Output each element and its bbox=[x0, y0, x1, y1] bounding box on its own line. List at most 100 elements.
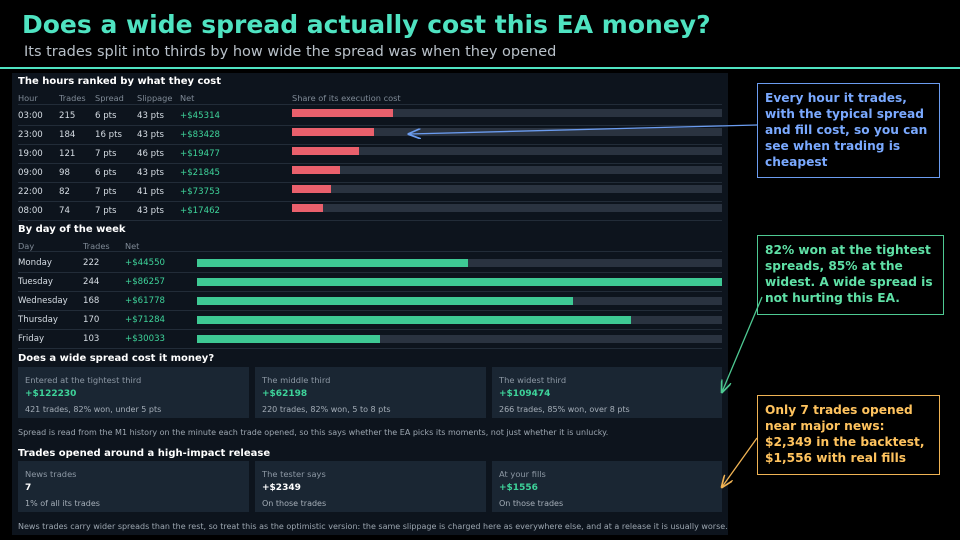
card-value: +$62198 bbox=[262, 389, 308, 399]
row-divider bbox=[18, 201, 722, 202]
net-bar bbox=[197, 335, 380, 343]
trades-cell: 184 bbox=[59, 130, 76, 140]
card-label: The tester says bbox=[262, 469, 326, 479]
days-col-day: Day bbox=[18, 241, 35, 251]
row-divider bbox=[18, 348, 722, 349]
hours-col-spread: Spread bbox=[95, 93, 124, 103]
row-divider bbox=[18, 163, 722, 164]
net-bar bbox=[197, 316, 631, 324]
day-cell: Wednesday bbox=[18, 296, 68, 306]
net-cell: +$17462 bbox=[180, 206, 221, 216]
spread-cell: 7 pts bbox=[95, 149, 117, 159]
net-bar bbox=[197, 297, 573, 305]
day-cell: Friday bbox=[18, 334, 45, 344]
trades-cell: 103 bbox=[83, 334, 100, 344]
net-cell: +$73753 bbox=[180, 187, 221, 197]
row-divider bbox=[18, 272, 722, 273]
title-divider bbox=[0, 67, 960, 69]
day-cell: Thursday bbox=[18, 315, 58, 325]
hour-row: 03:00 215 6 pts 43 pts +$45314 bbox=[12, 107, 728, 126]
card-subtext: 220 trades, 82% won, 5 to 8 pts bbox=[262, 405, 391, 414]
slippage-cell: 43 pts bbox=[137, 111, 164, 121]
row-divider bbox=[18, 220, 722, 221]
hour-cell: 03:00 bbox=[18, 111, 43, 121]
spread-cell: 7 pts bbox=[95, 187, 117, 197]
card-subtext: 1% of all its trades bbox=[25, 499, 100, 508]
card-value: +$122230 bbox=[25, 389, 77, 399]
page-subtitle: Its trades split into thirds by how wide… bbox=[24, 44, 557, 60]
news-section-title: Trades opened around a high-impact relea… bbox=[18, 448, 271, 459]
row-divider bbox=[18, 125, 722, 126]
card-value: +$109474 bbox=[499, 389, 551, 399]
spread-cell: 16 pts bbox=[95, 130, 122, 140]
spread-card-tightest: Entered at the tightest third +$122230 4… bbox=[18, 367, 249, 418]
net-cell: +$19477 bbox=[180, 149, 221, 159]
spread-card-widest: The widest third +$109474 266 trades, 85… bbox=[492, 367, 722, 418]
card-value: +$1556 bbox=[499, 483, 538, 493]
net-cell: +$61778 bbox=[125, 296, 166, 306]
news-card-count: News trades 7 1% of all its trades bbox=[18, 461, 249, 512]
card-value: 7 bbox=[25, 483, 32, 493]
cost-share-track bbox=[292, 204, 722, 212]
net-track bbox=[197, 316, 722, 324]
net-bar bbox=[197, 259, 469, 267]
page-title: Does a wide spread actually cost this EA… bbox=[22, 10, 711, 39]
callout-hours: Every hour it trades, with the typical s… bbox=[757, 83, 940, 178]
hour-cell: 09:00 bbox=[18, 168, 43, 178]
news-card-tester: The tester says +$2349 On those trades bbox=[255, 461, 486, 512]
net-track bbox=[197, 335, 722, 343]
row-divider bbox=[18, 291, 722, 292]
day-row: Tuesday 244 +$86257 bbox=[12, 273, 728, 292]
card-subtext: On those trades bbox=[499, 499, 564, 508]
hours-col-net: Net bbox=[180, 93, 195, 103]
card-subtext: 421 trades, 82% won, under 5 pts bbox=[25, 405, 162, 414]
net-track bbox=[197, 259, 722, 267]
slippage-cell: 43 pts bbox=[137, 206, 164, 216]
day-row: Friday 103 +$30033 bbox=[12, 330, 728, 349]
cost-share-bar bbox=[292, 109, 393, 117]
spread-section-title: Does a wide spread cost it money? bbox=[18, 353, 215, 364]
days-section-title: By day of the week bbox=[18, 224, 126, 235]
net-cell: +$86257 bbox=[125, 277, 166, 287]
card-subtext: 266 trades, 85% won, over 8 pts bbox=[499, 405, 630, 414]
hour-row: 22:00 82 7 pts 41 pts +$73753 bbox=[12, 183, 728, 202]
card-label: News trades bbox=[25, 469, 77, 479]
callout-spread: 82% won at the tightest spreads, 85% at … bbox=[757, 235, 944, 315]
hour-row: 09:00 98 6 pts 43 pts +$21845 bbox=[12, 164, 728, 183]
card-label: The widest third bbox=[499, 375, 567, 385]
spread-cell: 6 pts bbox=[95, 111, 117, 121]
report-panel: The hours ranked by what they cost Hour … bbox=[12, 73, 728, 535]
trades-cell: 74 bbox=[59, 206, 70, 216]
spread-note: Spread is read from the M1 history on th… bbox=[18, 428, 609, 437]
net-bar bbox=[197, 278, 722, 286]
row-divider bbox=[18, 144, 722, 145]
spread-card-middle: The middle third +$62198 220 trades, 82%… bbox=[255, 367, 486, 418]
spread-cell: 7 pts bbox=[95, 206, 117, 216]
slippage-cell: 46 pts bbox=[137, 149, 164, 159]
row-divider bbox=[18, 310, 722, 311]
net-cell: +$83428 bbox=[180, 130, 221, 140]
day-row: Monday 222 +$44550 bbox=[12, 254, 728, 273]
trades-cell: 222 bbox=[83, 258, 100, 268]
trades-cell: 168 bbox=[83, 296, 100, 306]
callout-news: Only 7 trades opened near major news: $2… bbox=[757, 395, 940, 475]
cost-share-track bbox=[292, 185, 722, 193]
net-track bbox=[197, 297, 722, 305]
day-cell: Tuesday bbox=[18, 277, 53, 287]
cost-share-bar bbox=[292, 185, 331, 193]
net-cell: +$21845 bbox=[180, 168, 221, 178]
arrow-spread bbox=[722, 296, 763, 392]
card-subtext: On those trades bbox=[262, 499, 327, 508]
trades-cell: 244 bbox=[83, 277, 100, 287]
spread-cell: 6 pts bbox=[95, 168, 117, 178]
slippage-cell: 41 pts bbox=[137, 187, 164, 197]
hour-row: 19:00 121 7 pts 46 pts +$19477 bbox=[12, 145, 728, 164]
net-cell: +$44550 bbox=[125, 258, 166, 268]
cost-share-track bbox=[292, 166, 722, 174]
net-track bbox=[197, 278, 722, 286]
cost-share-bar bbox=[292, 166, 341, 174]
slippage-cell: 43 pts bbox=[137, 168, 164, 178]
card-label: Entered at the tightest third bbox=[25, 375, 142, 385]
hours-col-trades: Trades bbox=[59, 93, 86, 103]
cost-share-bar bbox=[292, 204, 323, 212]
